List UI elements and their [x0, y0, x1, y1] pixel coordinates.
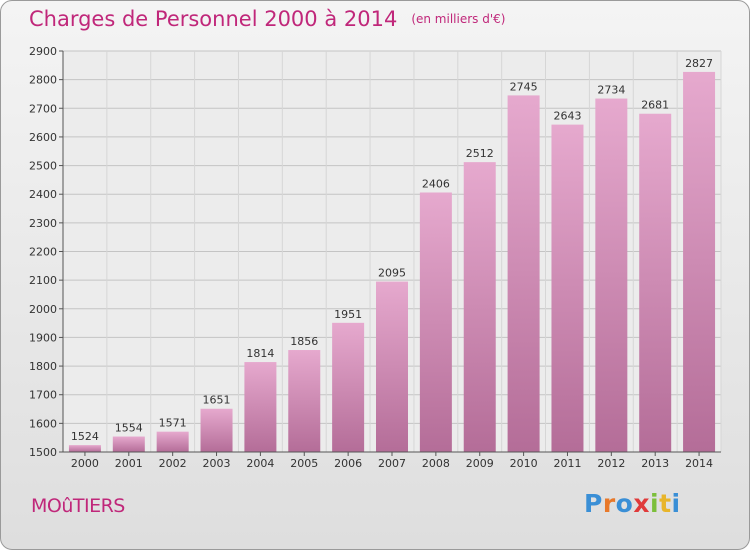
- logo-letter: o: [615, 489, 634, 518]
- data-label: 2827: [685, 57, 713, 70]
- title-row: Charges de Personnel 2000 à 2014 (en mill…: [29, 7, 505, 31]
- y-tick-label: 1800: [29, 360, 57, 373]
- bar: [376, 281, 408, 452]
- data-label: 1951: [334, 308, 362, 321]
- x-tick-label: 2001: [115, 457, 143, 470]
- x-tick-label: 2009: [466, 457, 494, 470]
- x-tick-label: 2003: [203, 457, 231, 470]
- y-tick-label: 1700: [29, 389, 57, 402]
- y-tick-label: 2100: [29, 274, 57, 287]
- bar: [419, 192, 452, 452]
- city-name: MOûTIERS: [31, 495, 125, 517]
- x-tick-label: 2004: [246, 457, 274, 470]
- logo-letter: t: [659, 489, 672, 518]
- data-label: 1856: [290, 335, 318, 348]
- y-tick-label: 1600: [29, 417, 57, 430]
- bar: [551, 124, 584, 452]
- y-tick-label: 2200: [29, 246, 57, 259]
- data-label: 2734: [597, 84, 625, 97]
- x-tick-label: 2002: [159, 457, 187, 470]
- data-label: 1554: [115, 422, 143, 435]
- y-tick-label: 2400: [29, 188, 57, 201]
- x-tick-label: 2000: [71, 457, 99, 470]
- data-label: 2406: [422, 177, 450, 190]
- data-label: 1651: [203, 394, 231, 407]
- data-label: 2681: [641, 99, 669, 112]
- x-tick-label: 2011: [553, 457, 581, 470]
- y-tick-label: 2000: [29, 303, 57, 316]
- bar: [156, 431, 189, 452]
- y-tick-label: 1500: [29, 446, 57, 459]
- logo-letter: x: [633, 489, 650, 518]
- x-tick-label: 2013: [641, 457, 669, 470]
- x-tick-label: 2006: [334, 457, 362, 470]
- data-label: 2095: [378, 267, 406, 280]
- bar: [332, 322, 365, 452]
- bar: [463, 162, 496, 453]
- logo-letter: P: [584, 489, 603, 518]
- y-tick-label: 2600: [29, 131, 57, 144]
- bar: [595, 98, 628, 452]
- y-tick-label: 2500: [29, 160, 57, 173]
- bar: [288, 350, 321, 452]
- y-tick-label: 1900: [29, 331, 57, 344]
- x-tick-label: 2007: [378, 457, 406, 470]
- x-tick-label: 2012: [597, 457, 625, 470]
- y-tick-label: 2800: [29, 74, 57, 87]
- data-label: 1814: [246, 347, 274, 360]
- data-label: 1524: [71, 430, 99, 443]
- y-tick-label: 2700: [29, 102, 57, 115]
- bar: [683, 71, 716, 452]
- data-label: 2643: [553, 110, 581, 123]
- y-tick-label: 2900: [29, 45, 57, 58]
- bar: [244, 362, 277, 452]
- data-label: 1571: [159, 417, 187, 430]
- bar: [507, 95, 540, 453]
- logo-letter: i: [671, 489, 681, 518]
- bar: [112, 436, 145, 452]
- data-label: 2512: [466, 147, 494, 160]
- bar: [639, 113, 672, 453]
- proxiti-logo: Proxiti: [584, 489, 681, 518]
- bar: [68, 445, 101, 452]
- x-tick-label: 2014: [685, 457, 713, 470]
- data-label: 2745: [510, 80, 538, 93]
- x-tick-label: 2005: [290, 457, 318, 470]
- x-tick-label: 2010: [510, 457, 538, 470]
- unit-note: (en milliers d'€): [411, 12, 506, 26]
- y-tick-label: 2300: [29, 217, 57, 230]
- logo-letter: i: [650, 489, 660, 518]
- logo-letter: r: [602, 489, 616, 518]
- x-tick-label: 2008: [422, 457, 450, 470]
- chart-title: Charges de Personnel 2000 à 2014: [29, 7, 398, 31]
- bar: [200, 408, 233, 452]
